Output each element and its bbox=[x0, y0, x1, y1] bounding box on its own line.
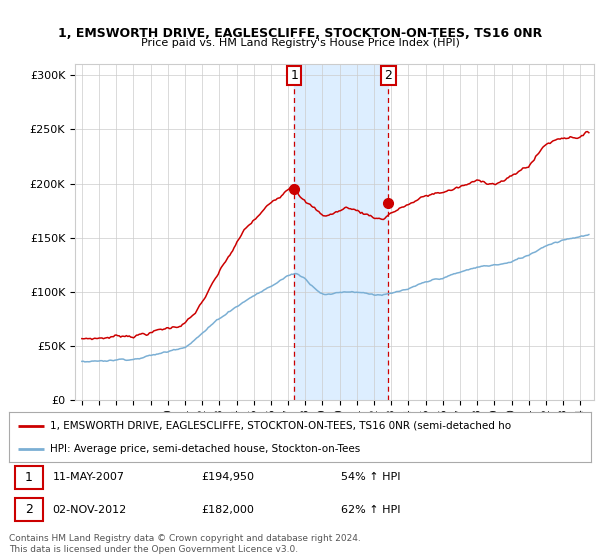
Text: 11-MAY-2007: 11-MAY-2007 bbox=[53, 473, 125, 483]
Text: 1, EMSWORTH DRIVE, EAGLESCLIFFE, STOCKTON-ON-TEES, TS16 0NR: 1, EMSWORTH DRIVE, EAGLESCLIFFE, STOCKTO… bbox=[58, 27, 542, 40]
Text: HPI: Average price, semi-detached house, Stockton-on-Tees: HPI: Average price, semi-detached house,… bbox=[50, 445, 360, 454]
Text: 02-NOV-2012: 02-NOV-2012 bbox=[53, 505, 127, 515]
Text: This data is licensed under the Open Government Licence v3.0.: This data is licensed under the Open Gov… bbox=[9, 545, 298, 554]
Bar bbox=[15, 498, 43, 521]
Text: £182,000: £182,000 bbox=[201, 505, 254, 515]
Text: Price paid vs. HM Land Registry's House Price Index (HPI): Price paid vs. HM Land Registry's House … bbox=[140, 38, 460, 48]
Text: 1: 1 bbox=[25, 471, 33, 484]
Text: 62% ↑ HPI: 62% ↑ HPI bbox=[341, 505, 400, 515]
Bar bbox=[15, 466, 43, 489]
Text: Contains HM Land Registry data © Crown copyright and database right 2024.: Contains HM Land Registry data © Crown c… bbox=[9, 534, 361, 543]
Text: 1: 1 bbox=[290, 69, 298, 82]
Text: 54% ↑ HPI: 54% ↑ HPI bbox=[341, 473, 400, 483]
Text: 2: 2 bbox=[385, 69, 392, 82]
Bar bbox=[294, 64, 388, 400]
Text: £194,950: £194,950 bbox=[201, 473, 254, 483]
Text: 1, EMSWORTH DRIVE, EAGLESCLIFFE, STOCKTON-ON-TEES, TS16 0NR (semi-detached ho: 1, EMSWORTH DRIVE, EAGLESCLIFFE, STOCKTO… bbox=[50, 421, 511, 431]
Text: 2: 2 bbox=[25, 503, 33, 516]
